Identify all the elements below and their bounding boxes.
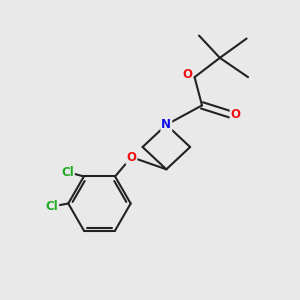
Text: O: O: [126, 151, 136, 164]
Text: O: O: [231, 108, 241, 121]
Text: N: N: [161, 118, 171, 131]
Text: Cl: Cl: [46, 200, 58, 213]
Text: O: O: [182, 68, 192, 81]
Text: Cl: Cl: [61, 166, 74, 178]
